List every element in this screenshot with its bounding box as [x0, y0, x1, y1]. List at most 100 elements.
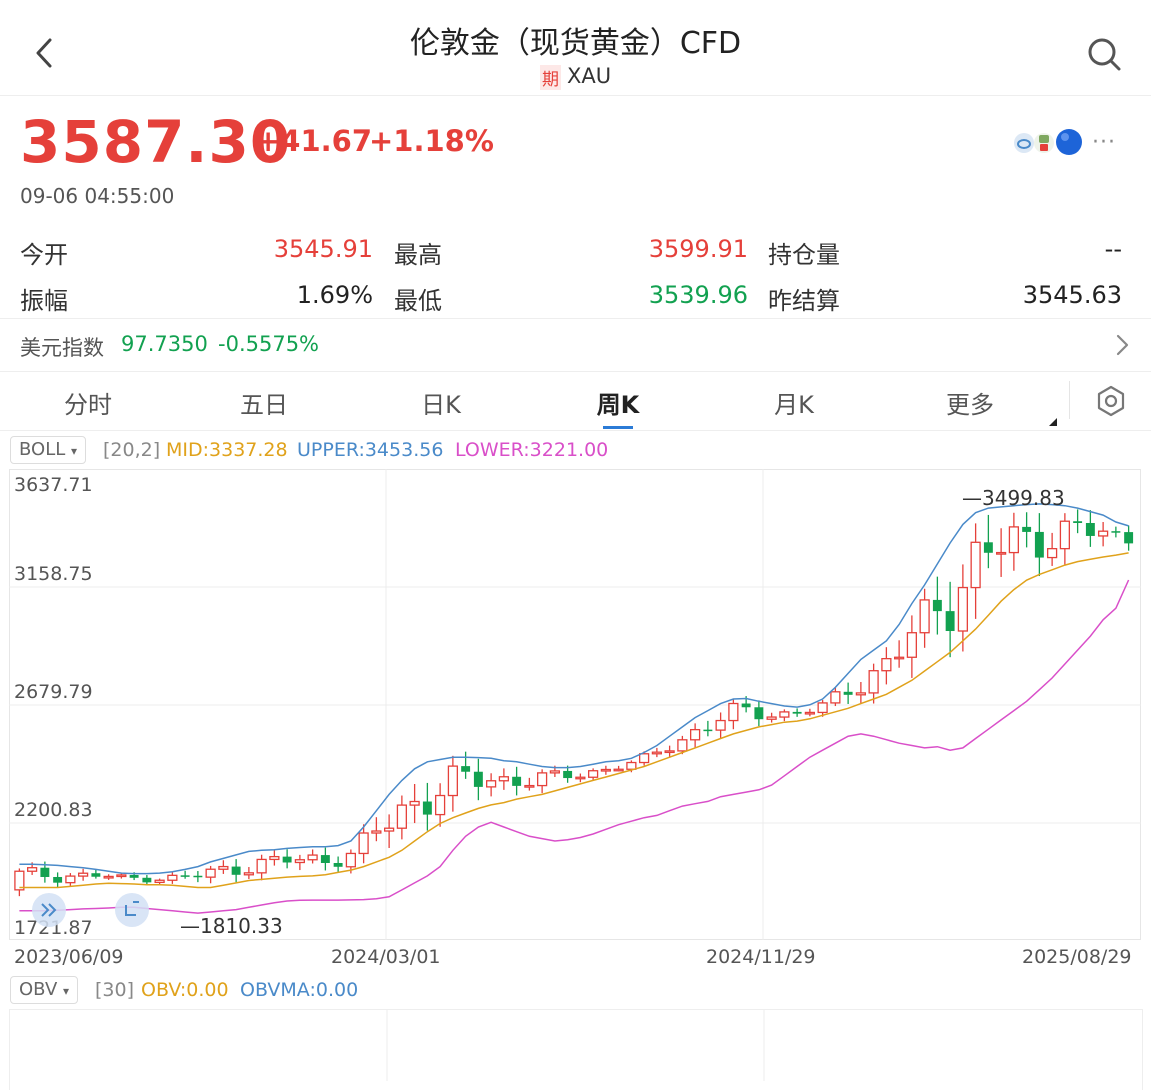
page-subtitle: 期 XAU: [0, 64, 1151, 90]
low-value: 1810.33: [200, 914, 283, 938]
kline-chart-svg: [9, 469, 1141, 940]
candle-body: [1073, 521, 1083, 523]
candle-body: [563, 770, 573, 779]
candle-body: [371, 830, 382, 834]
candle-body: [843, 691, 853, 695]
boll-upper-line: [19, 503, 1129, 875]
page-title: 伦敦金（现货黄金）CFD: [409, 26, 742, 61]
candle-body: [1034, 531, 1044, 558]
candle-body: [333, 862, 343, 867]
dollar-index-row[interactable]: 美元指数 97.7350 -0.5575%: [0, 318, 1151, 372]
reset-view-button[interactable]: [115, 893, 149, 927]
y-tick-label: 2200.83: [14, 799, 93, 821]
candle-body: [957, 586, 968, 632]
tab-monthly-k[interactable]: 月K: [774, 391, 814, 419]
period-tabs: 分时 五日 日K 周K 月K 更多: [0, 370, 1151, 431]
obvma-value: OBVMA:0.00: [240, 979, 359, 1001]
x-tick-label: 2025/08/29: [1022, 946, 1132, 968]
x-tick-label: 2024/03/01: [331, 946, 441, 968]
low-annotation: —1810.33: [180, 914, 283, 938]
obv-value: OBV:0.00: [141, 979, 229, 1001]
candle-body: [231, 866, 241, 875]
candle-body: [1124, 532, 1134, 544]
candle-body: [345, 852, 356, 868]
candle-body: [1059, 520, 1070, 550]
candle-body: [1047, 548, 1058, 559]
candle-body: [218, 865, 229, 870]
candle-body: [498, 776, 509, 782]
candle-body: [855, 692, 866, 696]
candle-body: [830, 691, 841, 704]
candle-body: [868, 670, 879, 694]
candle-body: [243, 872, 254, 876]
stat-label: 昨结算: [768, 287, 840, 315]
share-icons[interactable]: [1012, 126, 1088, 158]
header-bar: 伦敦金（现货黄金）CFD 期 XAU: [0, 0, 1151, 96]
chevron-left-icon: [36, 38, 52, 68]
caret-down-icon: ▾: [71, 444, 78, 458]
stat-value: 3539.96: [648, 281, 748, 309]
candle-body: [269, 855, 280, 861]
candle-body: [537, 772, 548, 787]
high-value: 3499.83: [982, 486, 1065, 510]
kline-chart[interactable]: [9, 469, 1141, 940]
candle-body: [524, 784, 535, 788]
candle-body: [282, 856, 292, 863]
candle-body: [677, 739, 688, 752]
futures-badge: 期: [539, 65, 561, 90]
candle-body: [626, 761, 637, 770]
candle-body: [1022, 526, 1032, 532]
tab-intraday[interactable]: 分时: [64, 391, 112, 419]
last-price: 3587.30: [20, 108, 292, 176]
caret-down-icon: ▾: [63, 984, 70, 998]
candle-body: [792, 711, 802, 714]
stat-value: 3545.63: [1022, 281, 1122, 309]
search-icon: [1088, 38, 1121, 71]
candle-body: [294, 859, 305, 864]
sub-indicator-name: OBV: [19, 979, 58, 1000]
more-options-button[interactable]: ···: [1092, 130, 1116, 155]
reset-icon: [125, 901, 139, 916]
candle-body: [409, 800, 420, 806]
candle-body: [78, 872, 89, 877]
candle-body: [358, 832, 369, 855]
back-button[interactable]: [28, 30, 68, 76]
boll-mid-line: [19, 552, 1129, 889]
sub-indicator-select[interactable]: OBV ▾: [10, 976, 79, 1004]
chart-settings-button[interactable]: [1094, 384, 1128, 418]
candle-body: [129, 874, 139, 878]
stat-label: 最低: [394, 287, 442, 315]
candle-body: [103, 875, 114, 879]
candle-body: [422, 801, 432, 815]
y-tick-label: 1721.87: [14, 917, 93, 939]
candle-body: [180, 875, 190, 877]
candle-body: [983, 542, 993, 553]
scroll-left-button[interactable]: [32, 893, 66, 927]
tab-more[interactable]: 更多: [946, 391, 994, 419]
candle-body: [1111, 531, 1121, 533]
obv-params: [30]: [95, 979, 135, 1001]
tab-weekly-k[interactable]: 周K: [596, 391, 640, 419]
main-indicator-select[interactable]: BOLL ▾: [10, 436, 87, 464]
boll-upper: UPPER:3453.56: [297, 439, 444, 461]
candle-body: [613, 768, 624, 772]
tab-five-day[interactable]: 五日: [240, 391, 288, 419]
high-annotation: —3499.83: [962, 486, 1065, 510]
candle-body: [804, 711, 815, 715]
obv-chart[interactable]: [9, 1009, 1143, 1090]
tab-daily-k[interactable]: 日K: [421, 391, 461, 419]
active-tab-indicator: [603, 426, 633, 429]
search-button[interactable]: [1084, 34, 1124, 74]
obv-chart-svg: [386, 1010, 765, 1081]
stat-value: 1.69%: [296, 281, 373, 309]
candle-body: [27, 867, 38, 872]
candle-body: [817, 702, 828, 714]
price-change: +41.67: [256, 124, 373, 158]
double-chevron-right-icon: [41, 903, 57, 917]
candle-body: [91, 873, 101, 877]
candle-body: [703, 729, 713, 732]
stat-label: 最高: [394, 241, 442, 269]
candle-body: [754, 707, 764, 720]
candle-body: [14, 870, 25, 891]
candle-body: [116, 874, 127, 878]
